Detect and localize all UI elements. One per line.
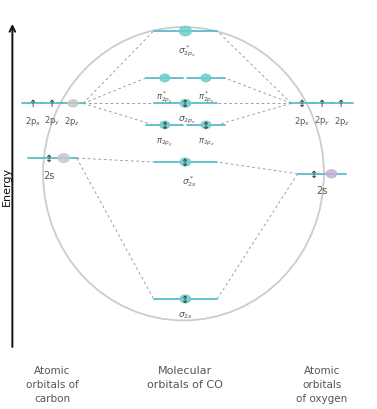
Text: $\pi_{2p_z}$: $\pi_{2p_z}$ xyxy=(198,136,214,147)
Text: ↕: ↕ xyxy=(311,169,319,179)
Ellipse shape xyxy=(160,122,170,129)
Text: Atomic
orbitals of
carbon: Atomic orbitals of carbon xyxy=(26,366,79,403)
Ellipse shape xyxy=(180,100,191,108)
Text: 2p$_y$: 2p$_y$ xyxy=(44,115,61,128)
Text: ↕: ↕ xyxy=(299,99,307,109)
Text: 2p$_x$: 2p$_x$ xyxy=(25,115,41,128)
Text: $\pi^*_{2p_z}$: $\pi^*_{2p_z}$ xyxy=(198,89,214,105)
Text: ↑: ↑ xyxy=(318,99,326,109)
Text: 2p$_z$: 2p$_z$ xyxy=(334,115,349,128)
Text: 2s: 2s xyxy=(316,186,328,196)
Text: ↕: ↕ xyxy=(181,99,189,109)
Text: $\sigma_{2s}$: $\sigma_{2s}$ xyxy=(178,310,193,321)
Ellipse shape xyxy=(201,122,211,129)
Ellipse shape xyxy=(180,295,191,303)
Text: ↕: ↕ xyxy=(202,121,210,130)
Text: $\pi^*_{2p_y}$: $\pi^*_{2p_y}$ xyxy=(156,89,173,106)
Text: 2p$_y$: 2p$_y$ xyxy=(314,115,330,128)
Text: ↕: ↕ xyxy=(181,157,189,168)
Ellipse shape xyxy=(160,75,170,83)
Text: ↑: ↑ xyxy=(48,99,57,109)
Ellipse shape xyxy=(201,75,211,83)
Ellipse shape xyxy=(326,171,337,178)
Ellipse shape xyxy=(68,101,78,108)
Text: $\pi_{2p_y}$: $\pi_{2p_y}$ xyxy=(156,136,173,148)
Ellipse shape xyxy=(180,159,191,166)
Ellipse shape xyxy=(58,155,69,163)
Text: $\sigma^*_{2p_x}$: $\sigma^*_{2p_x}$ xyxy=(178,43,196,58)
Text: $\sigma^*_{2s}$: $\sigma^*_{2s}$ xyxy=(182,173,196,189)
Text: ↕: ↕ xyxy=(161,121,169,130)
Text: ↑: ↑ xyxy=(29,99,37,109)
Text: 2s: 2s xyxy=(43,171,54,180)
Text: ↑: ↑ xyxy=(337,99,346,109)
Text: Energy: Energy xyxy=(2,166,12,206)
Text: $\sigma_{2p_x}$: $\sigma_{2p_x}$ xyxy=(178,115,196,126)
Text: Atomic
orbitals
of oxygen: Atomic orbitals of oxygen xyxy=(296,366,348,403)
Ellipse shape xyxy=(179,27,192,36)
Text: 2p$_z$: 2p$_z$ xyxy=(64,115,80,128)
Text: ↕: ↕ xyxy=(44,154,53,164)
Text: Molecular
orbitals of CO: Molecular orbitals of CO xyxy=(147,366,223,389)
Text: 2p$_x$: 2p$_x$ xyxy=(294,115,311,128)
Text: ↕: ↕ xyxy=(181,294,189,304)
